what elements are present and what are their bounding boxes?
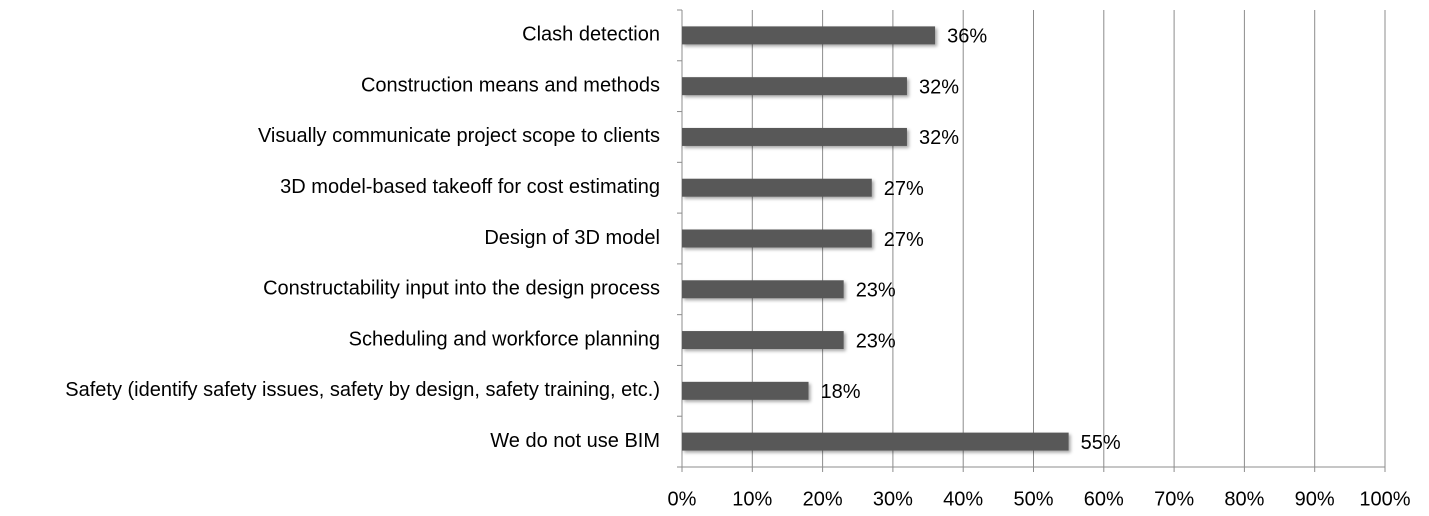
bar (682, 229, 872, 248)
y-tick-label: Scheduling and workforce planning (349, 328, 660, 350)
bar (682, 178, 872, 197)
y-tick-label: Visually communicate project scope to cl… (258, 125, 660, 147)
x-tick-label: 90% (1295, 488, 1335, 510)
bar (682, 127, 907, 146)
data-label: 23% (856, 330, 896, 352)
y-tick-label: Clash detection (522, 24, 660, 46)
bar (682, 432, 1069, 451)
x-tick-label: 0% (668, 488, 697, 510)
data-label: 23% (856, 280, 896, 302)
y-tick-label: Construction means and methods (361, 74, 660, 96)
y-tick-label: We do not use BIM (490, 430, 660, 452)
y-tick-label: 3D model-based takeoff for cost estimati… (280, 176, 660, 198)
x-tick-label: 20% (803, 488, 843, 510)
bar (682, 280, 844, 299)
y-tick-label: Constructability input into the design p… (263, 278, 660, 300)
x-tick-label: 100% (1359, 488, 1410, 510)
bar (682, 77, 907, 96)
bar (682, 26, 936, 45)
x-tick-label: 80% (1224, 488, 1264, 510)
bar (682, 331, 844, 350)
data-label: 18% (821, 381, 861, 403)
x-tick-label: 70% (1154, 488, 1194, 510)
x-tick-label: 10% (732, 488, 772, 510)
x-tick-label: 50% (1013, 488, 1053, 510)
y-tick-label: Design of 3D model (484, 227, 660, 249)
y-tick-label: Safety (identify safety issues, safety b… (65, 379, 660, 401)
data-label: 55% (1081, 432, 1121, 454)
x-tick-label: 40% (943, 488, 983, 510)
x-tick-label: 60% (1084, 488, 1124, 510)
x-tick-label: 30% (873, 488, 913, 510)
data-label: 32% (919, 76, 959, 98)
bar (682, 381, 809, 400)
data-label: 36% (947, 26, 987, 48)
data-label: 27% (884, 229, 924, 251)
data-label: 32% (919, 127, 959, 149)
data-label: 27% (884, 178, 924, 200)
